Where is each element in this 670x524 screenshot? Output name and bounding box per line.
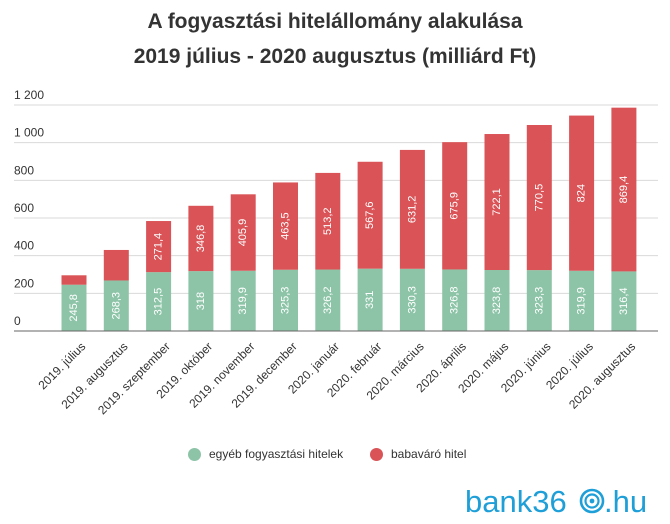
brand-prefix: bank36 — [465, 484, 567, 519]
data-label: 770,5 — [533, 184, 545, 212]
data-label: 463,5 — [280, 212, 292, 240]
data-label: 631,2 — [406, 196, 418, 224]
bar-egyeb-segment — [526, 270, 552, 331]
bar-egyeb-segment — [399, 268, 425, 331]
data-label: 331 — [364, 291, 376, 309]
bar-babavaro-segment — [569, 115, 595, 271]
chart-title: A fogyasztási hitelállomány alakulása — [147, 10, 523, 33]
bar-egyeb-segment — [61, 284, 87, 331]
bar-babavaro-segment — [357, 161, 383, 269]
data-label: 325,3 — [280, 287, 292, 315]
bar-egyeb-segment — [315, 269, 341, 331]
data-label: 824 — [576, 184, 588, 202]
bar-egyeb-segment — [273, 269, 298, 331]
bar-egyeb-segment — [188, 271, 214, 331]
data-label: 567,6 — [364, 201, 376, 229]
legend-label: babaváró hitel — [391, 447, 467, 461]
bar-egyeb-segment — [442, 269, 468, 331]
data-label: 675,9 — [449, 192, 461, 220]
x-tick-label: 2019. szeptember — [95, 339, 173, 417]
y-tick-label: 400 — [14, 239, 34, 253]
spiral-zero-icon — [579, 488, 605, 514]
legend-swatch-icon — [370, 447, 383, 461]
data-label: 312,5 — [153, 288, 165, 316]
bar-egyeb-segment — [484, 270, 510, 331]
y-tick-label: 800 — [14, 163, 34, 177]
stacked-bar-chart: 245,8 268,3 312,5 271,4 318 346,8 319,9 405,9 32… — [14, 88, 658, 417]
bar-egyeb-segment — [357, 268, 383, 331]
bar-babavaro-segment — [188, 205, 214, 272]
data-label: 319,9 — [576, 287, 588, 315]
data-label: 271,4 — [153, 233, 165, 261]
data-label: 346,8 — [195, 225, 207, 253]
bar-babavaro-segment — [526, 125, 552, 271]
data-label: 318 — [195, 292, 207, 310]
data-label: 869,4 — [618, 176, 630, 204]
data-label: 268,3 — [110, 292, 122, 320]
y-tick-label: 600 — [14, 201, 34, 215]
data-label: 323,8 — [491, 287, 503, 315]
data-label: 326,2 — [322, 287, 334, 315]
brand-suffix: .hu — [604, 484, 647, 519]
data-label: 319,9 — [237, 287, 249, 315]
bar-egyeb-segment — [103, 280, 129, 331]
bar-egyeb-segment — [611, 271, 637, 331]
bar-babavaro-segment — [103, 249, 129, 281]
chart-subtitle: 2019 július - 2020 augusztus (milliárd F… — [133, 45, 537, 68]
brand-logo: bank36 .hu — [465, 484, 647, 519]
bar-egyeb-segment — [146, 272, 172, 331]
y-tick-label: 1 200 — [14, 88, 44, 102]
y-tick-label: 0 — [14, 314, 21, 328]
y-tick-label: 200 — [14, 276, 34, 290]
data-label: 323,3 — [533, 287, 545, 315]
legend-item-babavaro: babaváró hitel — [370, 447, 466, 461]
bar-babavaro-segment — [484, 134, 510, 271]
legend-swatch-icon — [188, 447, 201, 461]
bar-babavaro-segment — [230, 194, 256, 271]
legend: egyéb fogyasztási hitelek babaváró hitel — [0, 447, 670, 471]
legend-item-egyeb: egyéb fogyasztási hitelek — [188, 447, 343, 461]
bar-babavaro-segment — [442, 142, 468, 270]
bar-babavaro-segment — [61, 275, 87, 285]
data-label: 513,2 — [322, 207, 334, 235]
data-label: 330,3 — [406, 286, 418, 314]
bar-babavaro-segment — [611, 107, 637, 272]
bar-babavaro-segment — [315, 172, 341, 270]
data-label: 722,1 — [491, 188, 503, 216]
legend-label: egyéb fogyasztási hitelek — [209, 447, 344, 461]
data-label: 326,8 — [449, 286, 461, 314]
y-tick-label: 1 000 — [14, 126, 44, 140]
data-label: 405,9 — [237, 219, 249, 247]
bar-babavaro-segment — [273, 182, 298, 270]
bar-babavaro-segment — [399, 149, 425, 269]
bar-babavaro-segment — [146, 221, 172, 273]
data-label: 245,8 — [68, 294, 80, 322]
bar-egyeb-segment — [569, 270, 595, 331]
bar-egyeb-segment — [230, 270, 256, 331]
data-label: 316,4 — [618, 287, 630, 315]
